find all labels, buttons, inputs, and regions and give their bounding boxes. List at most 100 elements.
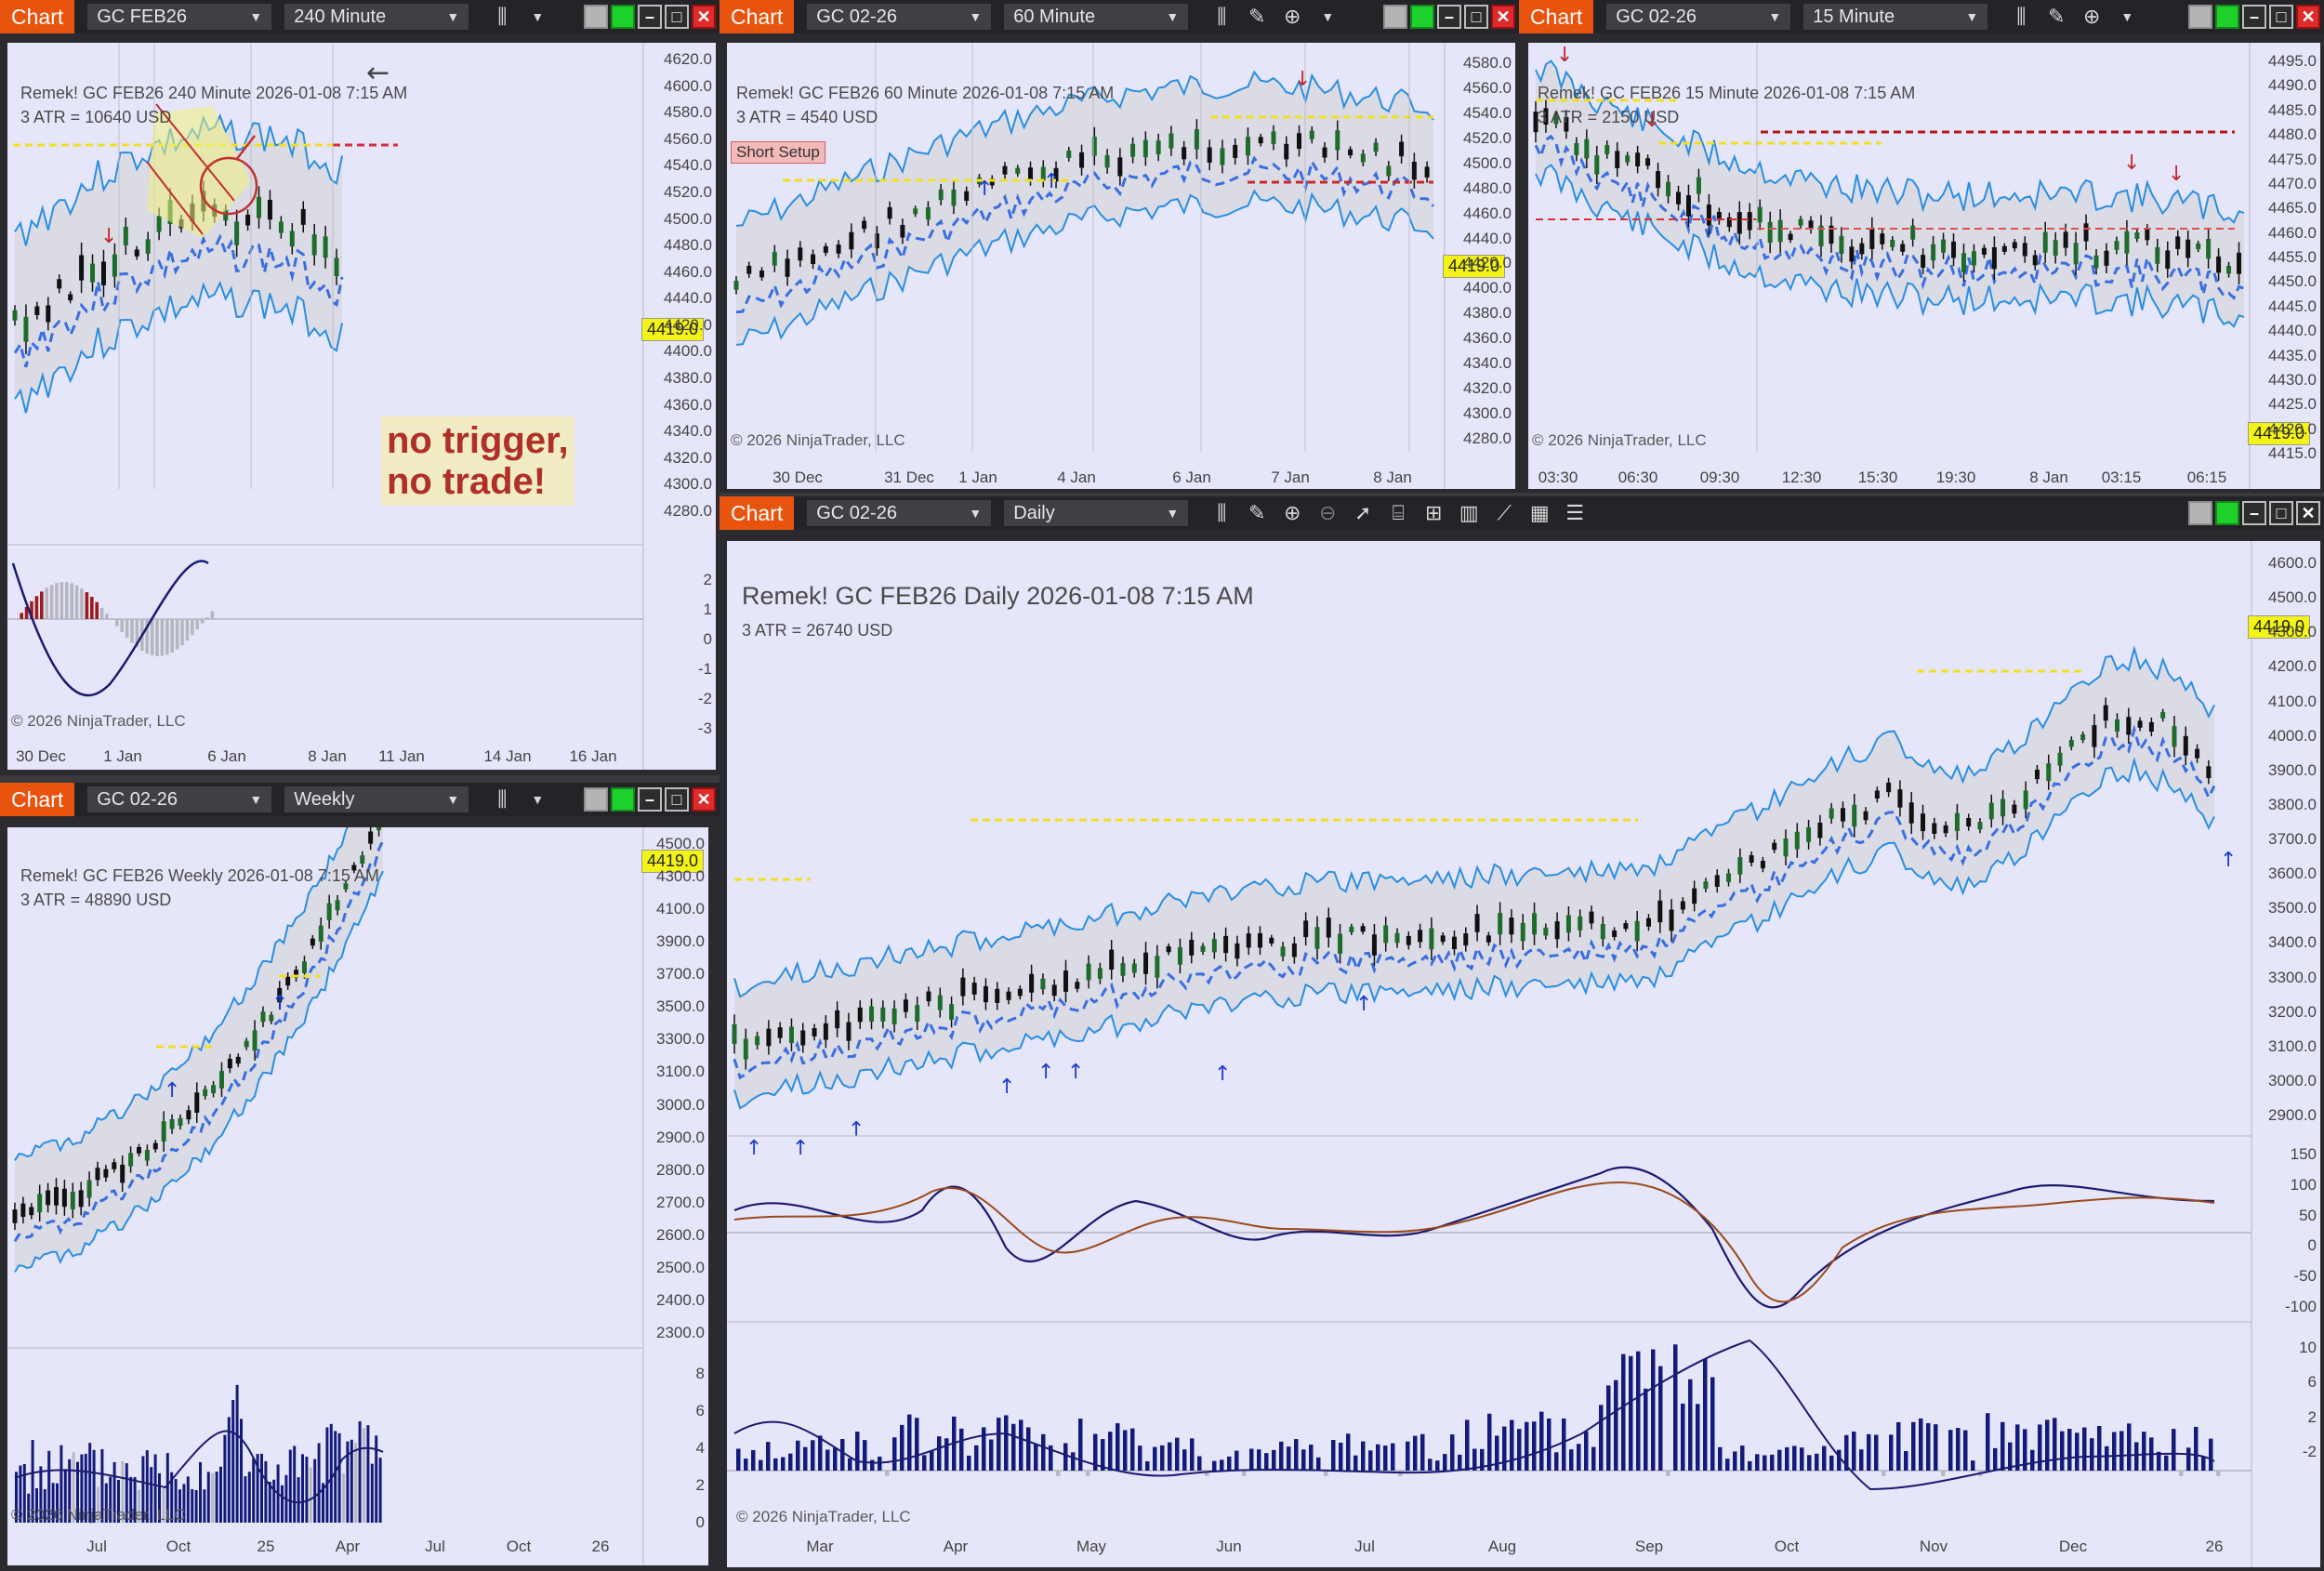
price-bar-body — [1200, 945, 1206, 952]
link-grey-button[interactable] — [584, 5, 608, 29]
histogram-bar — [1770, 1454, 1775, 1471]
histogram-bar — [855, 1432, 860, 1471]
price-bar-body — [1373, 142, 1379, 152]
price-bar-body — [1383, 925, 1389, 944]
instrument-selector[interactable]: GC 02-26 ▼ — [807, 500, 992, 526]
maximize-button[interactable]: □ — [665, 787, 689, 812]
link-grey-button[interactable] — [2188, 501, 2212, 525]
chart-canvas: ↑ ↑ ↓ — [733, 43, 1446, 489]
price-bar-body — [1051, 984, 1057, 997]
zoom-in-icon[interactable]: ⊕ — [1284, 5, 1301, 28]
price-bar-body — [2126, 717, 2132, 735]
close-button[interactable]: ✕ — [2296, 501, 2320, 525]
link-grey-button[interactable] — [584, 787, 608, 812]
instrument-selector[interactable]: GC 02-26 ▼ — [1606, 4, 1791, 30]
chart-plot-area[interactable]: ↑ ↑ ↓ Remek! GC FEB26 60 Minute 2026-01-08… — [727, 43, 1515, 489]
link-green-button[interactable] — [611, 787, 635, 812]
bar-style-icon[interactable]: ⫼ — [1217, 5, 1227, 28]
chevron-down-icon[interactable]: ▼ — [531, 792, 545, 807]
properties-icon[interactable]: ⊞ — [1425, 501, 1443, 524]
trend-line — [155, 103, 235, 202]
instrument-selector[interactable]: GC 02-26 ▼ — [807, 4, 992, 30]
zoom-out-icon[interactable]: ⊖ — [1319, 501, 1337, 524]
axis-tick-label: 4400.0 — [1463, 279, 1512, 297]
bar-style-icon[interactable]: ⫼ — [497, 787, 508, 811]
data-series-icon[interactable]: ▦ — [1529, 501, 1550, 524]
chart-tab-title[interactable]: Chart — [0, 783, 75, 816]
volume-bar — [240, 1419, 243, 1523]
chevron-down-icon[interactable]: ▼ — [2120, 9, 2134, 24]
pencil-icon[interactable]: ✎ — [1248, 501, 1266, 524]
link-green-button[interactable] — [2215, 5, 2239, 29]
chart-plot-area[interactable]: ↓ ↓ ↓ ↓ Remek! GC FEB26 15 Minute 2026-01-0… — [1528, 43, 2320, 489]
price-bar-body — [1520, 922, 1525, 942]
interval-selector[interactable]: 240 Minute ▼ — [284, 4, 469, 30]
bar-style-icon[interactable]: ⫼ — [497, 5, 508, 28]
minimize-button[interactable]: – — [2242, 501, 2266, 525]
chart-tab-title[interactable]: Chart — [0, 0, 75, 33]
minimize-button[interactable]: – — [638, 787, 662, 812]
minimize-button[interactable]: – — [2242, 5, 2266, 29]
interval-selector[interactable]: Daily ▼ — [1004, 500, 1189, 526]
volume-bar — [211, 1472, 215, 1523]
maximize-button[interactable]: □ — [2269, 501, 2293, 525]
close-button[interactable]: ✕ — [692, 5, 716, 29]
price-bar-body — [1063, 970, 1069, 992]
pencil-icon[interactable]: ✎ — [2048, 5, 2066, 28]
chevron-down-icon[interactable]: ▼ — [531, 9, 545, 24]
bar-style-icon[interactable]: ⫼ — [1217, 501, 1227, 524]
close-button[interactable]: ✕ — [2296, 5, 2320, 29]
bar-style-icon[interactable]: ⫼ — [2016, 5, 2027, 28]
strategies-icon[interactable]: ⟋ — [1497, 501, 1512, 524]
link-green-button[interactable] — [611, 5, 635, 29]
interval-selector[interactable]: 15 Minute ▼ — [1803, 4, 1988, 30]
pencil-icon[interactable]: ✎ — [1248, 5, 1266, 28]
list-icon[interactable]: ☰ — [1565, 501, 1585, 524]
maximize-button[interactable]: □ — [1464, 5, 1488, 29]
price-bar-body — [1615, 151, 1620, 168]
instrument-selector[interactable]: GC 02-26 ▼ — [87, 786, 272, 812]
pointer-icon[interactable]: ➚ — [1354, 501, 1372, 524]
link-grey-button[interactable] — [2188, 5, 2212, 29]
axis-tick-label: 50 — [2299, 1206, 2317, 1224]
axis-tick-label: 4475.0 — [2268, 150, 2317, 168]
price-bar-body — [223, 209, 229, 221]
zoom-in-icon[interactable]: ⊕ — [1284, 501, 1301, 524]
close-button[interactable]: ✕ — [692, 787, 716, 812]
interval-selector[interactable]: 60 Minute ▼ — [1004, 4, 1189, 30]
axis-tick-label: 4100.0 — [2268, 692, 2317, 710]
chart-canvas: ↓← — [7, 43, 644, 770]
axis-tick-label: 2900.0 — [656, 1128, 705, 1146]
price-bar-body — [1726, 873, 1732, 882]
chart-tab-title[interactable]: Chart — [720, 0, 795, 33]
chevron-down-icon[interactable]: ▼ — [1321, 9, 1335, 24]
indicators-icon[interactable]: ▥ — [1459, 501, 1479, 524]
chart-plot-area[interactable]: ↓ ← Remek! GC FEB26 240 Minute 2026-01-08… — [7, 43, 716, 770]
chart-plot-area[interactable]: ↑ ↑ ↑ ↑ ↑ ↑ ↑ ↑ ↑ Remek! GC FEB26 Daily 2026-01-… — [727, 541, 2320, 1567]
interval-selector[interactable]: Weekly ▼ — [284, 786, 469, 812]
price-bar-body — [34, 306, 40, 315]
price-bar-body — [1589, 911, 1594, 924]
chart-tab-title[interactable]: Chart — [1519, 0, 1594, 33]
trigger-circle — [199, 156, 258, 216]
price-bar-body — [755, 1036, 760, 1046]
close-button[interactable]: ✕ — [1491, 5, 1515, 29]
chart-tab-title[interactable]: Chart — [720, 496, 795, 530]
maximize-button[interactable]: □ — [2269, 5, 2293, 29]
price-bar-body — [880, 1007, 886, 1022]
maximize-button[interactable]: □ — [665, 5, 689, 29]
minimize-button[interactable]: – — [1437, 5, 1461, 29]
price-bar-body — [1685, 194, 1691, 217]
minimize-button[interactable]: – — [638, 5, 662, 29]
histogram-bar — [1472, 1448, 1477, 1471]
price-bar-body — [2057, 752, 2063, 766]
chart-plot-area[interactable]: ↑ ↑ Remek! GC FEB26 Weekly 2026-01-08 7:1… — [7, 827, 708, 1565]
zoom-in-icon[interactable]: ⊕ — [2083, 5, 2101, 28]
data-box-icon[interactable]: ⌸ — [1392, 501, 1405, 524]
link-green-button[interactable] — [2215, 501, 2239, 525]
instrument-selector[interactable]: GC FEB26 ▼ — [87, 4, 272, 30]
link-grey-button[interactable] — [1383, 5, 1407, 29]
volume-bar — [84, 1453, 87, 1523]
axis-tick-label: 2400.0 — [656, 1290, 705, 1309]
link-green-button[interactable] — [1410, 5, 1434, 29]
